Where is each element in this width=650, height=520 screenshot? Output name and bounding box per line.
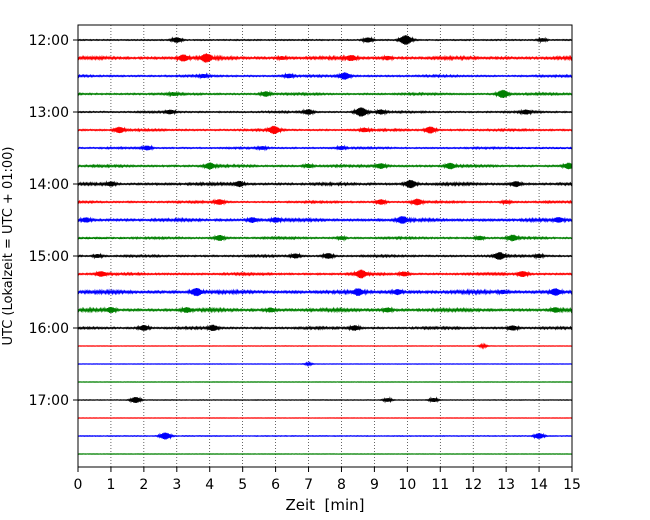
x-tick-label: 4 xyxy=(205,477,214,493)
x-tick-label: 0 xyxy=(74,477,83,493)
y-tick-label: 17:00 xyxy=(29,393,69,409)
trace-1430 xyxy=(77,216,573,224)
x-tick-label: 12 xyxy=(464,477,482,493)
x-tick-label: 8 xyxy=(337,477,346,493)
trace-1615 xyxy=(77,342,573,350)
x-tick-label: 11 xyxy=(431,477,449,493)
trace-1345 xyxy=(77,162,573,170)
y-tick-label: 12:00 xyxy=(29,33,69,49)
trace-1315 xyxy=(77,125,573,135)
trace-1400 xyxy=(77,179,573,189)
trace-1415 xyxy=(77,198,573,206)
x-tick-label: 5 xyxy=(238,477,247,493)
y-axis-ticks: 12:00 13:00 14:00 15:00 16:00 17:00 xyxy=(29,33,78,409)
y-axis-label: UTC (Lokalzeit = UTC + 01:00) xyxy=(1,147,16,346)
trace-1700 xyxy=(77,396,573,404)
trace-1500 xyxy=(77,251,573,260)
x-tick-label: 2 xyxy=(139,477,148,493)
trace-1530 xyxy=(77,288,573,297)
trace-1445 xyxy=(77,234,573,242)
trace-1200 xyxy=(77,35,573,45)
y-tick-label: 15:00 xyxy=(29,249,69,265)
x-axis-ticks: 0 1 2 3 4 5 6 7 8 9 10 11 12 13 14 15 xyxy=(74,467,581,493)
x-tick-label: 1 xyxy=(106,477,115,493)
x-axis-label: Zeit [min] xyxy=(285,496,364,514)
x-tick-label: 13 xyxy=(497,477,515,493)
trace-1215 xyxy=(77,53,573,63)
trace-1545 xyxy=(77,306,573,314)
trace-1630 xyxy=(77,361,573,368)
trace-group xyxy=(77,35,573,455)
trace-1330 xyxy=(77,144,573,152)
y-tick-label: 16:00 xyxy=(29,321,69,337)
y-tick-label: 13:00 xyxy=(29,105,69,121)
x-tick-label: 9 xyxy=(370,477,379,493)
plot-frame xyxy=(77,24,573,468)
trace-1730 xyxy=(77,432,573,440)
trace-1515 xyxy=(77,269,573,279)
x-tick-label: 7 xyxy=(304,477,313,493)
trace-1600 xyxy=(77,324,573,332)
x-tick-label: 6 xyxy=(271,477,280,493)
trace-1300 xyxy=(77,107,573,117)
x-tick-label: 10 xyxy=(398,477,416,493)
minute-grid xyxy=(110,25,540,467)
y-tick-label: 14:00 xyxy=(29,177,69,193)
x-tick-label: 3 xyxy=(172,477,181,493)
x-tick-label: 14 xyxy=(530,477,548,493)
x-tick-label: 15 xyxy=(563,477,581,493)
trace-1230 xyxy=(77,72,573,80)
trace-1245 xyxy=(77,89,573,99)
